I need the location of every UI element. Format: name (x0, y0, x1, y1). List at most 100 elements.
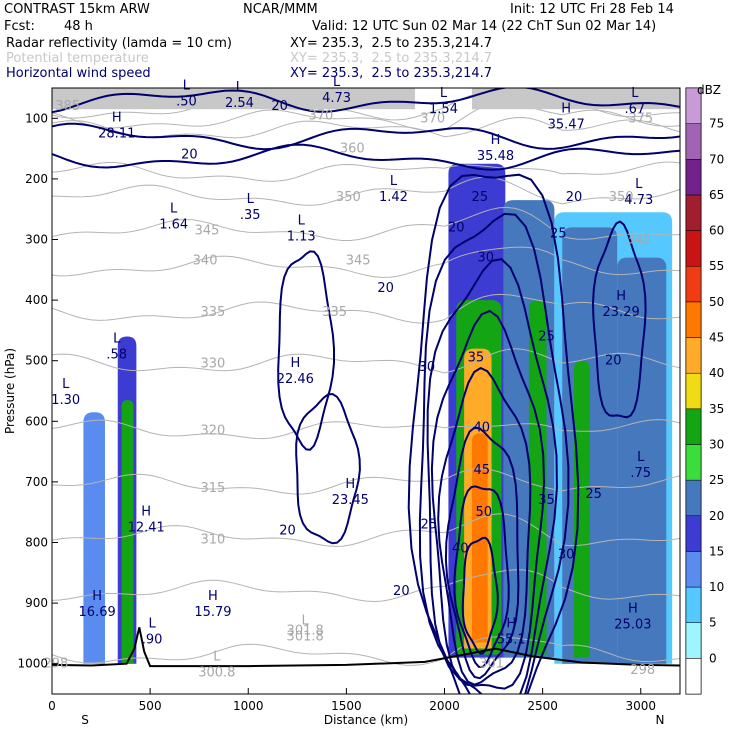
colorbar-level-label: 75 (709, 117, 724, 131)
colorbar-level-label: 10 (709, 580, 724, 594)
model-title: CONTRAST 15km ARW (4, 2, 150, 17)
colorbar-level-label: 20 (709, 509, 724, 523)
colorbar-level-label: 35 (709, 402, 724, 416)
extremum-marker: H (561, 101, 571, 116)
extremum-value: .90 (142, 632, 163, 647)
y-tick-label: 800 (25, 536, 48, 550)
extremum-marker: L (333, 75, 341, 90)
wind-contour-label: 20 (393, 584, 410, 599)
x-tick-label: 2500 (527, 699, 558, 713)
wind-contour-label: 35 (468, 351, 485, 366)
extremum-value: 23.45 (332, 493, 369, 508)
axes: 0 500 1000 1500 2000 2500 3000 100 200 300 400 500 6… (17, 111, 656, 713)
y-tick-label: 400 (25, 293, 48, 307)
theta-contour-label: 370 (308, 108, 333, 123)
theta-contour-label: 298 (630, 663, 655, 678)
extremum-value: 55.1 (497, 632, 526, 647)
extremum-marker: H (628, 601, 638, 616)
colorbar-swatch (685, 159, 702, 196)
y-tick-label: 700 (25, 475, 48, 489)
wind-contour-label: 25 (421, 517, 438, 532)
theta-contour-label: 360 (340, 142, 365, 157)
extremum-marker: L (113, 332, 121, 347)
colorbar-level-label: 40 (709, 366, 724, 380)
wind-contour-label: 20 (279, 523, 296, 538)
wind-contour-label: 30 (558, 548, 575, 563)
colorbar-swatch (685, 372, 702, 410)
theta-contour-label: 301.8 (287, 623, 324, 638)
colorbar-swatch (685, 408, 702, 445)
theta-contour-label: 310 (201, 532, 226, 547)
extremum-value: 23.29 (603, 305, 640, 320)
theta-contour-label: 350 (336, 190, 361, 205)
x-tick-label: 0 (48, 699, 56, 713)
extremum-value: 16.69 (79, 605, 116, 620)
field-xy-reflectivity: XY= 235.3, 2.5 to 235.3,214.7 (290, 36, 493, 51)
colorbar-swatch (685, 622, 702, 659)
wind-contour-25 (418, 212, 570, 694)
wind-contour-label: 25 (472, 190, 489, 205)
colorbar-level-label: 0 (709, 651, 717, 665)
colorbar-level-label: 30 (709, 437, 724, 451)
extremum-value: 1.42 (379, 190, 408, 205)
wind-contour-loop-mid (277, 250, 335, 451)
wind-contour-layer (52, 88, 680, 694)
extremum-value: 4.73 (624, 193, 653, 208)
wind-contour-45 (444, 426, 520, 680)
colorbar-level-label: 55 (709, 259, 724, 273)
colorbar: 0 5 10 15 20 25 30 35 40 45 50 55 60 65 70 75 (685, 87, 724, 695)
field-name-reflectivity: Radar reflectivity (lamda = 10 cm) (6, 36, 232, 51)
wind-contour-label: 25 (585, 487, 602, 502)
theta-contour-label: 345 (346, 254, 371, 269)
extremum-value: 1.13 (287, 229, 316, 244)
colorbar-swatch (685, 265, 702, 303)
extremum-value: .58 (106, 348, 127, 363)
colorbar-units: dBZ (697, 83, 721, 97)
colorbar-level-label: 70 (709, 152, 724, 166)
colorbar-swatch (685, 230, 702, 267)
colorbar-swatch (685, 586, 702, 623)
wind-contour-label: 25 (550, 226, 567, 241)
extremum-marker: L (631, 86, 639, 101)
extremum-marker: H (112, 110, 122, 125)
theta-contour-label: 375 (628, 111, 653, 126)
theta-contour-label: 370 (420, 111, 445, 126)
colorbar-swatch (685, 301, 702, 338)
theta-contour-300 (52, 636, 680, 666)
extremum-marker: H (345, 477, 355, 492)
wind-contour-label: 35 (538, 493, 555, 508)
theta-contour-label: 345 (626, 233, 651, 248)
y-tick-label: 100 (25, 111, 48, 125)
wind-contour-40 (437, 366, 532, 686)
y-tick-label: 900 (25, 596, 48, 610)
theta-contour-305 (52, 569, 680, 603)
y-tick-label: 300 (25, 233, 48, 247)
extremum-marker: L (302, 613, 310, 628)
wind-contour-label: 40 (474, 420, 491, 435)
theta-contour-label: 385 (55, 99, 80, 114)
extremum-value: 25.03 (614, 617, 651, 632)
theta-contour-label: 350 (609, 190, 634, 205)
extremum-value: 1.64 (159, 217, 188, 232)
extremum-value: .35 (240, 208, 261, 223)
theta-contour-375 (52, 102, 680, 132)
colorbar-swatch (685, 444, 702, 481)
theta-contour-330 (52, 348, 680, 374)
wind-contour-loop-east (591, 220, 647, 419)
wind-contour-label: 20 (448, 220, 465, 235)
colorbar-swatch (685, 194, 702, 231)
org-label: NCAR/MMM (243, 2, 318, 17)
wind-contour-label: 20 (377, 281, 394, 296)
extremum-marker: H (616, 289, 626, 304)
wind-contour-label: 40 (452, 542, 469, 557)
wind-contour-upper (52, 143, 680, 171)
x-tick-label: 2000 (429, 699, 460, 713)
extremum-value: 15.79 (194, 605, 231, 620)
wind-contour-label: 30 (477, 251, 494, 266)
extremum-marker: L (298, 213, 306, 228)
extremum-value: 12.41 (128, 520, 165, 535)
extremum-value: 2.54 (225, 96, 254, 111)
extremum-marker: H (290, 356, 300, 371)
extremum-value: 35.47 (548, 117, 585, 132)
plot-frame (51, 87, 681, 695)
